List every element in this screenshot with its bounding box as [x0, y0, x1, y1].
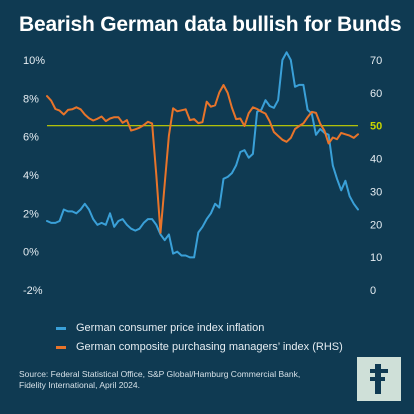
- legend-swatch-cpi: [56, 326, 66, 330]
- legend-label-pmi: German composite purchasing managers’ in…: [76, 341, 343, 353]
- source-note: Source: Federal Statistical Office, S&P …: [19, 369, 301, 390]
- y-left-tick-label: 2%: [23, 208, 39, 220]
- series-line-cpi: [46, 51, 359, 259]
- y-left-tick-label: 6%: [23, 132, 39, 144]
- y-left-tick-label: 4%: [23, 170, 39, 182]
- y-right-tick-label: 10: [370, 252, 382, 264]
- y-right-tick-label: 50: [370, 121, 382, 133]
- legend-item-pmi: German composite purchasing managers’ in…: [56, 341, 343, 353]
- y-right-tick-label: 0: [370, 285, 376, 297]
- y-left-tick-label: 10%: [23, 55, 45, 67]
- y-right-tick-label: 20: [370, 219, 382, 231]
- legend-item-cpi: German consumer price index inflation: [56, 322, 264, 334]
- y-right-tick-label: 60: [370, 88, 382, 100]
- y-left-tick-label: 0%: [23, 247, 39, 259]
- y-left-tick-label: -2%: [23, 285, 43, 297]
- y-right-tick-label: 30: [370, 186, 382, 198]
- legend-label-cpi: German consumer price index inflation: [76, 322, 265, 334]
- y-left-tick-label: 8%: [23, 93, 39, 105]
- line-chart: -2%0%2%4%6%8%10%010203040506070Jan 2018J…: [23, 51, 382, 297]
- fidelity-f-logo-icon: [370, 364, 388, 394]
- chart-title: Bearish German data bullish for Bunds: [19, 13, 402, 36]
- y-right-tick-label: 40: [370, 154, 382, 166]
- fidelity-logo: [357, 357, 401, 401]
- y-right-tick-label: 70: [370, 55, 382, 67]
- legend-swatch-pmi: [56, 345, 66, 349]
- series-line-pmi: [46, 84, 359, 234]
